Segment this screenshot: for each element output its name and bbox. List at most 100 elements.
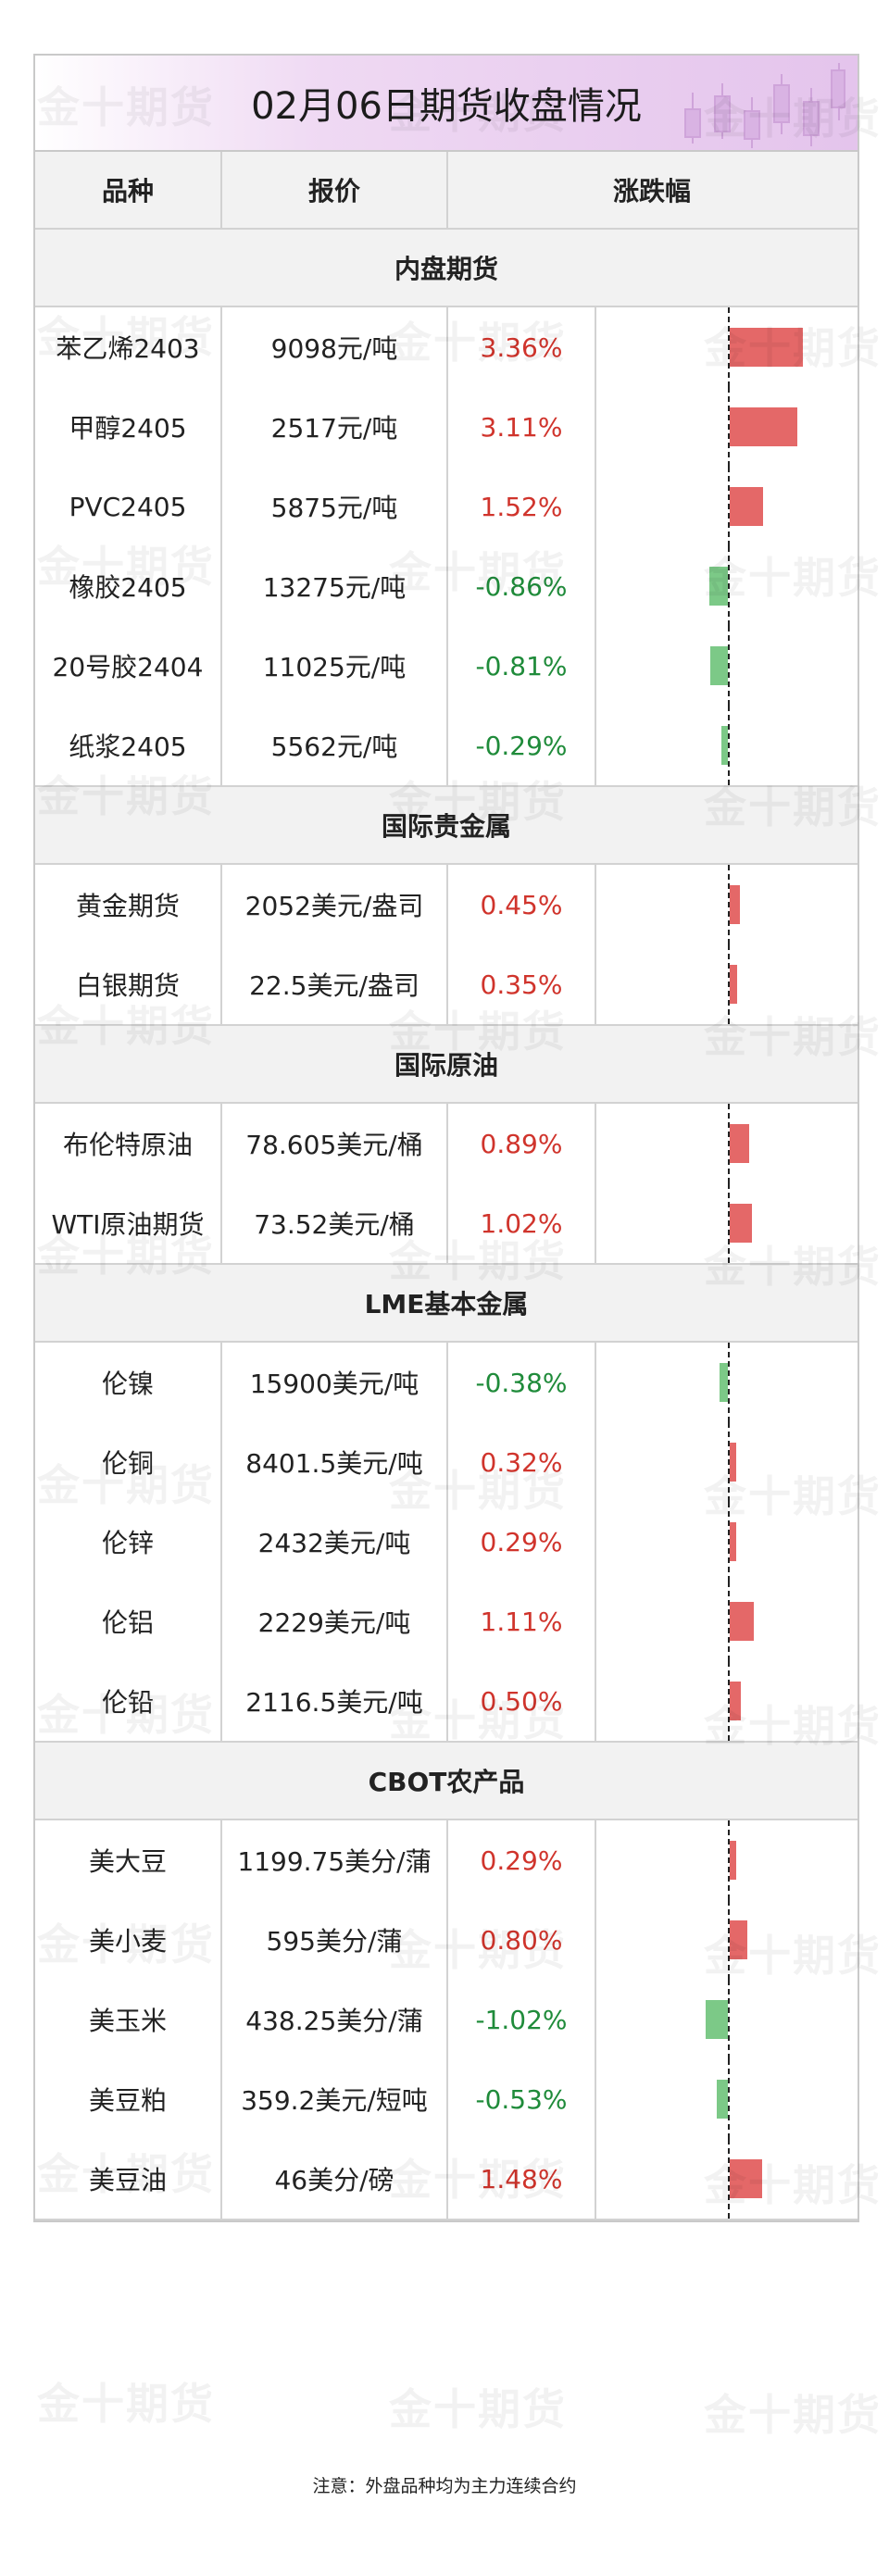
- row-change: 0.50%: [446, 1661, 595, 1741]
- row-price: 2116.5美元/吨: [220, 1661, 446, 1741]
- gain-bar: [730, 407, 797, 446]
- row-change-bar-cell: [595, 1422, 856, 1502]
- row-name: 美玉米: [88, 2006, 167, 2036]
- row-price: 2052美元/盎司: [220, 865, 446, 944]
- table-row: 纸浆2405 5562元/吨 -0.29%: [35, 706, 858, 785]
- loss-bar: [708, 567, 728, 606]
- row-change: 0.29%: [446, 1820, 595, 1900]
- row-change: 0.80%: [446, 1900, 595, 1980]
- row-change: 0.35%: [446, 944, 595, 1024]
- row-change-bar-cell: [595, 546, 856, 626]
- row-change-bar-cell: [595, 944, 856, 1024]
- row-change-bar-cell: [595, 865, 856, 944]
- section-header: LME基本金属: [35, 1265, 858, 1343]
- header-name: 品种: [101, 176, 154, 206]
- row-price: 8401.5美元/吨: [220, 1422, 446, 1502]
- row-price: 9098元/吨: [220, 307, 446, 387]
- row-change-bar-cell: [595, 706, 856, 785]
- row-change-bar-cell: [595, 1104, 856, 1183]
- row-change-bar-cell: [595, 387, 856, 467]
- row-change: 1.52%: [446, 467, 595, 546]
- row-name: 苯乙烯2403: [56, 333, 200, 364]
- zero-axis: [728, 1422, 730, 1502]
- row-price: 1199.75美分/蒲: [220, 1820, 446, 1900]
- row-change-bar-cell: [595, 1820, 856, 1900]
- table-row: 美豆粕 359.2美元/短吨 -0.53%: [35, 2059, 858, 2139]
- zero-axis: [728, 307, 730, 387]
- zero-axis: [728, 1104, 730, 1183]
- gain-bar: [730, 1920, 747, 1959]
- table-row: 甲醇2405 2517元/吨 3.11%: [35, 387, 858, 467]
- row-name: PVC2405: [69, 491, 187, 522]
- gain-bar: [730, 487, 763, 526]
- row-price: 15900美元/吨: [220, 1343, 446, 1422]
- table-title-banner: 02月06日期货收盘情况: [35, 56, 858, 152]
- row-change-bar-cell: [595, 2059, 856, 2139]
- row-change-bar-cell: [595, 1980, 856, 2059]
- zero-axis: [728, 1661, 730, 1741]
- table-row: 美大豆 1199.75美分/蒲 0.29%: [35, 1820, 858, 1900]
- section-header: 内盘期货: [35, 230, 858, 307]
- row-price: 22.5美元/盎司: [220, 944, 446, 1024]
- watermark-text: 金十期货: [704, 2390, 882, 2440]
- row-change: 0.32%: [446, 1422, 595, 1502]
- row-price: 11025元/吨: [220, 626, 446, 706]
- section-header: 国际原油: [35, 1026, 858, 1104]
- row-name: 美豆油: [88, 2165, 167, 2195]
- table-row: 美豆油 46美分/磅 1.48%: [35, 2139, 858, 2219]
- row-name: 伦镍: [101, 1369, 154, 1399]
- row-name: 布伦特原油: [62, 1130, 193, 1160]
- row-change-bar-cell: [595, 307, 856, 387]
- loss-bar: [716, 2080, 728, 2119]
- watermark-text: 金十期货: [389, 2384, 567, 2434]
- table-row: 橡胶2405 13275元/吨 -0.86%: [35, 546, 858, 626]
- row-change-bar-cell: [595, 626, 856, 706]
- loss-bar: [706, 2000, 728, 2039]
- row-change-bar-cell: [595, 1343, 856, 1422]
- table-row: 苯乙烯2403 9098元/吨 3.36%: [35, 307, 858, 387]
- table-body: 内盘期货 苯乙烯2403 9098元/吨 3.36% 甲醇2405 2517元/吨 3.11…: [35, 230, 858, 2220]
- zero-axis: [728, 706, 730, 785]
- row-price: 73.52美元/桶: [220, 1183, 446, 1263]
- futures-table-card: 02月06日期货收盘情况 品种 报价 涨跌幅 内盘期货苯乙烯2403 9098元/…: [33, 54, 859, 2222]
- table-row: 黄金期货 2052美元/盎司 0.45%: [35, 865, 858, 944]
- zero-axis: [728, 1980, 730, 2059]
- table-row: 伦铝 2229美元/吨 1.11%: [35, 1582, 858, 1661]
- row-name: 美大豆: [88, 1846, 167, 1877]
- row-change-bar-cell: [595, 467, 856, 546]
- page-title: 02月06日期货收盘情况: [251, 85, 642, 128]
- row-change-bar-cell: [595, 1183, 856, 1263]
- table-row: 20号胶2404 11025元/吨 -0.81%: [35, 626, 858, 706]
- zero-axis: [728, 467, 730, 546]
- table-row: WTI原油期货 73.52美元/桶 1.02%: [35, 1183, 858, 1263]
- section-header: 国际贵金属: [35, 787, 858, 865]
- zero-axis: [728, 865, 730, 944]
- row-change-bar-cell: [595, 1582, 856, 1661]
- row-price: 13275元/吨: [220, 546, 446, 626]
- row-name: 伦锌: [101, 1528, 154, 1558]
- row-price: 359.2美元/短吨: [220, 2059, 446, 2139]
- row-price: 2517元/吨: [220, 387, 446, 467]
- section-group: 美大豆 1199.75美分/蒲 0.29% 美小麦 595美分/蒲 0.80% 美玉米 438…: [35, 1820, 858, 2220]
- row-change: -0.81%: [446, 626, 595, 706]
- gain-bar: [730, 1124, 749, 1163]
- row-change: 3.11%: [446, 387, 595, 467]
- row-name: 伦铝: [101, 1607, 154, 1638]
- row-price: 5562元/吨: [220, 706, 446, 785]
- zero-axis: [728, 546, 730, 626]
- gain-bar: [730, 328, 803, 367]
- row-price: 2432美元/吨: [220, 1502, 446, 1582]
- section-group: 伦镍 15900美元/吨 -0.38% 伦铜 8401.5美元/吨 0.32% 伦锌 2432…: [35, 1343, 858, 1743]
- zero-axis: [728, 1502, 730, 1582]
- row-price: 438.25美分/蒲: [220, 1980, 446, 2059]
- row-change: 0.29%: [446, 1502, 595, 1582]
- watermark-text: 金十期货: [37, 2379, 215, 2429]
- row-change: -0.53%: [446, 2059, 595, 2139]
- gain-bar: [730, 1204, 752, 1243]
- zero-axis: [728, 2059, 730, 2139]
- table-row: 伦锌 2432美元/吨 0.29%: [35, 1502, 858, 1582]
- row-change: 0.45%: [446, 865, 595, 944]
- zero-axis: [728, 944, 730, 1024]
- table-header: 品种 报价 涨跌幅: [35, 152, 858, 230]
- table-row: 伦铅 2116.5美元/吨 0.50%: [35, 1661, 858, 1741]
